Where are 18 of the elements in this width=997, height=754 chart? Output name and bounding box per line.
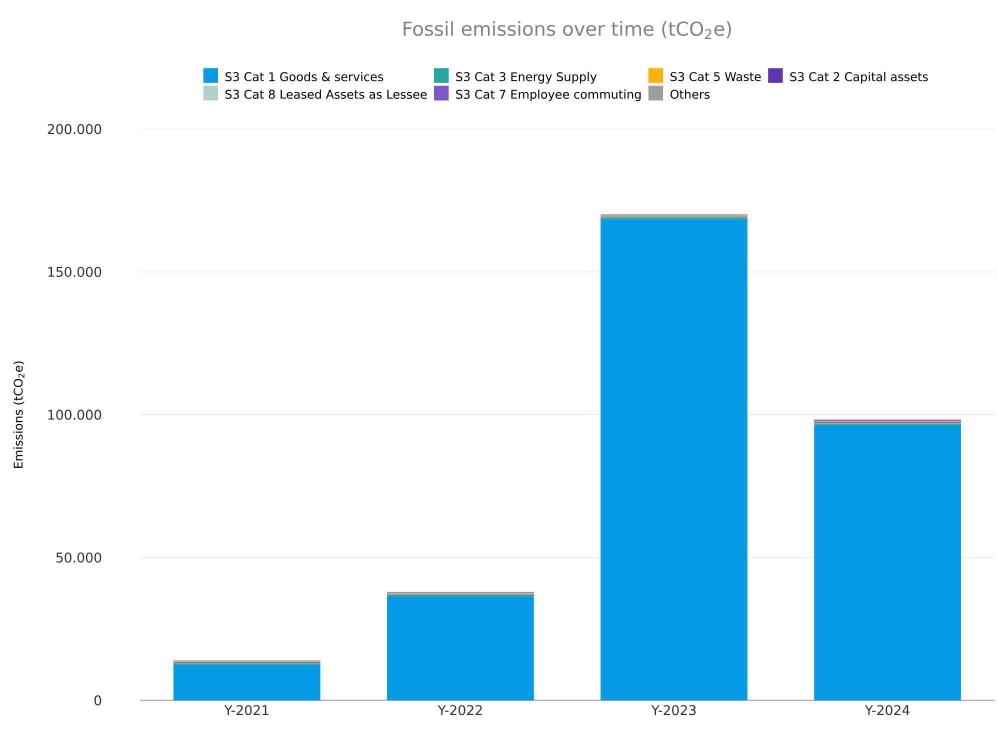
y-tick-label: 50.000 — [56, 552, 102, 563]
x-tick-label: Y-2023 — [651, 705, 696, 716]
legend-label: S3 Cat 8 Leased Assets as Lessee — [225, 90, 427, 99]
legend-label: S3 Cat 7 Employee commuting — [456, 90, 641, 102]
y-tick-label: 0 — [94, 695, 102, 706]
y-axis-title: Emissions (tCO$_{2}$e) — [13, 362, 24, 468]
legend-label: S3 Cat 2 Capital assets — [790, 72, 928, 84]
y-tick-label: 150.000 — [48, 266, 102, 278]
legend-label: S3 Cat 3 Energy Supply — [456, 72, 597, 84]
x-tick-label: Y-2022 — [438, 705, 482, 716]
y-tick-label: 200.000 — [48, 124, 102, 134]
y-tick-label: 100.000 — [48, 410, 102, 420]
legend-label: S3 Cat 5 Waste — [670, 72, 761, 82]
x-tick-label: Y-2024 — [864, 705, 910, 716]
chart-title: Fossil emissions over time (tCO$_{2}$e) — [404, 21, 731, 40]
legend-label: S3 Cat 1 Goods & services — [225, 72, 384, 82]
x-tick-label: Y-2021 — [224, 705, 268, 716]
legend-label: Others — [670, 90, 710, 99]
